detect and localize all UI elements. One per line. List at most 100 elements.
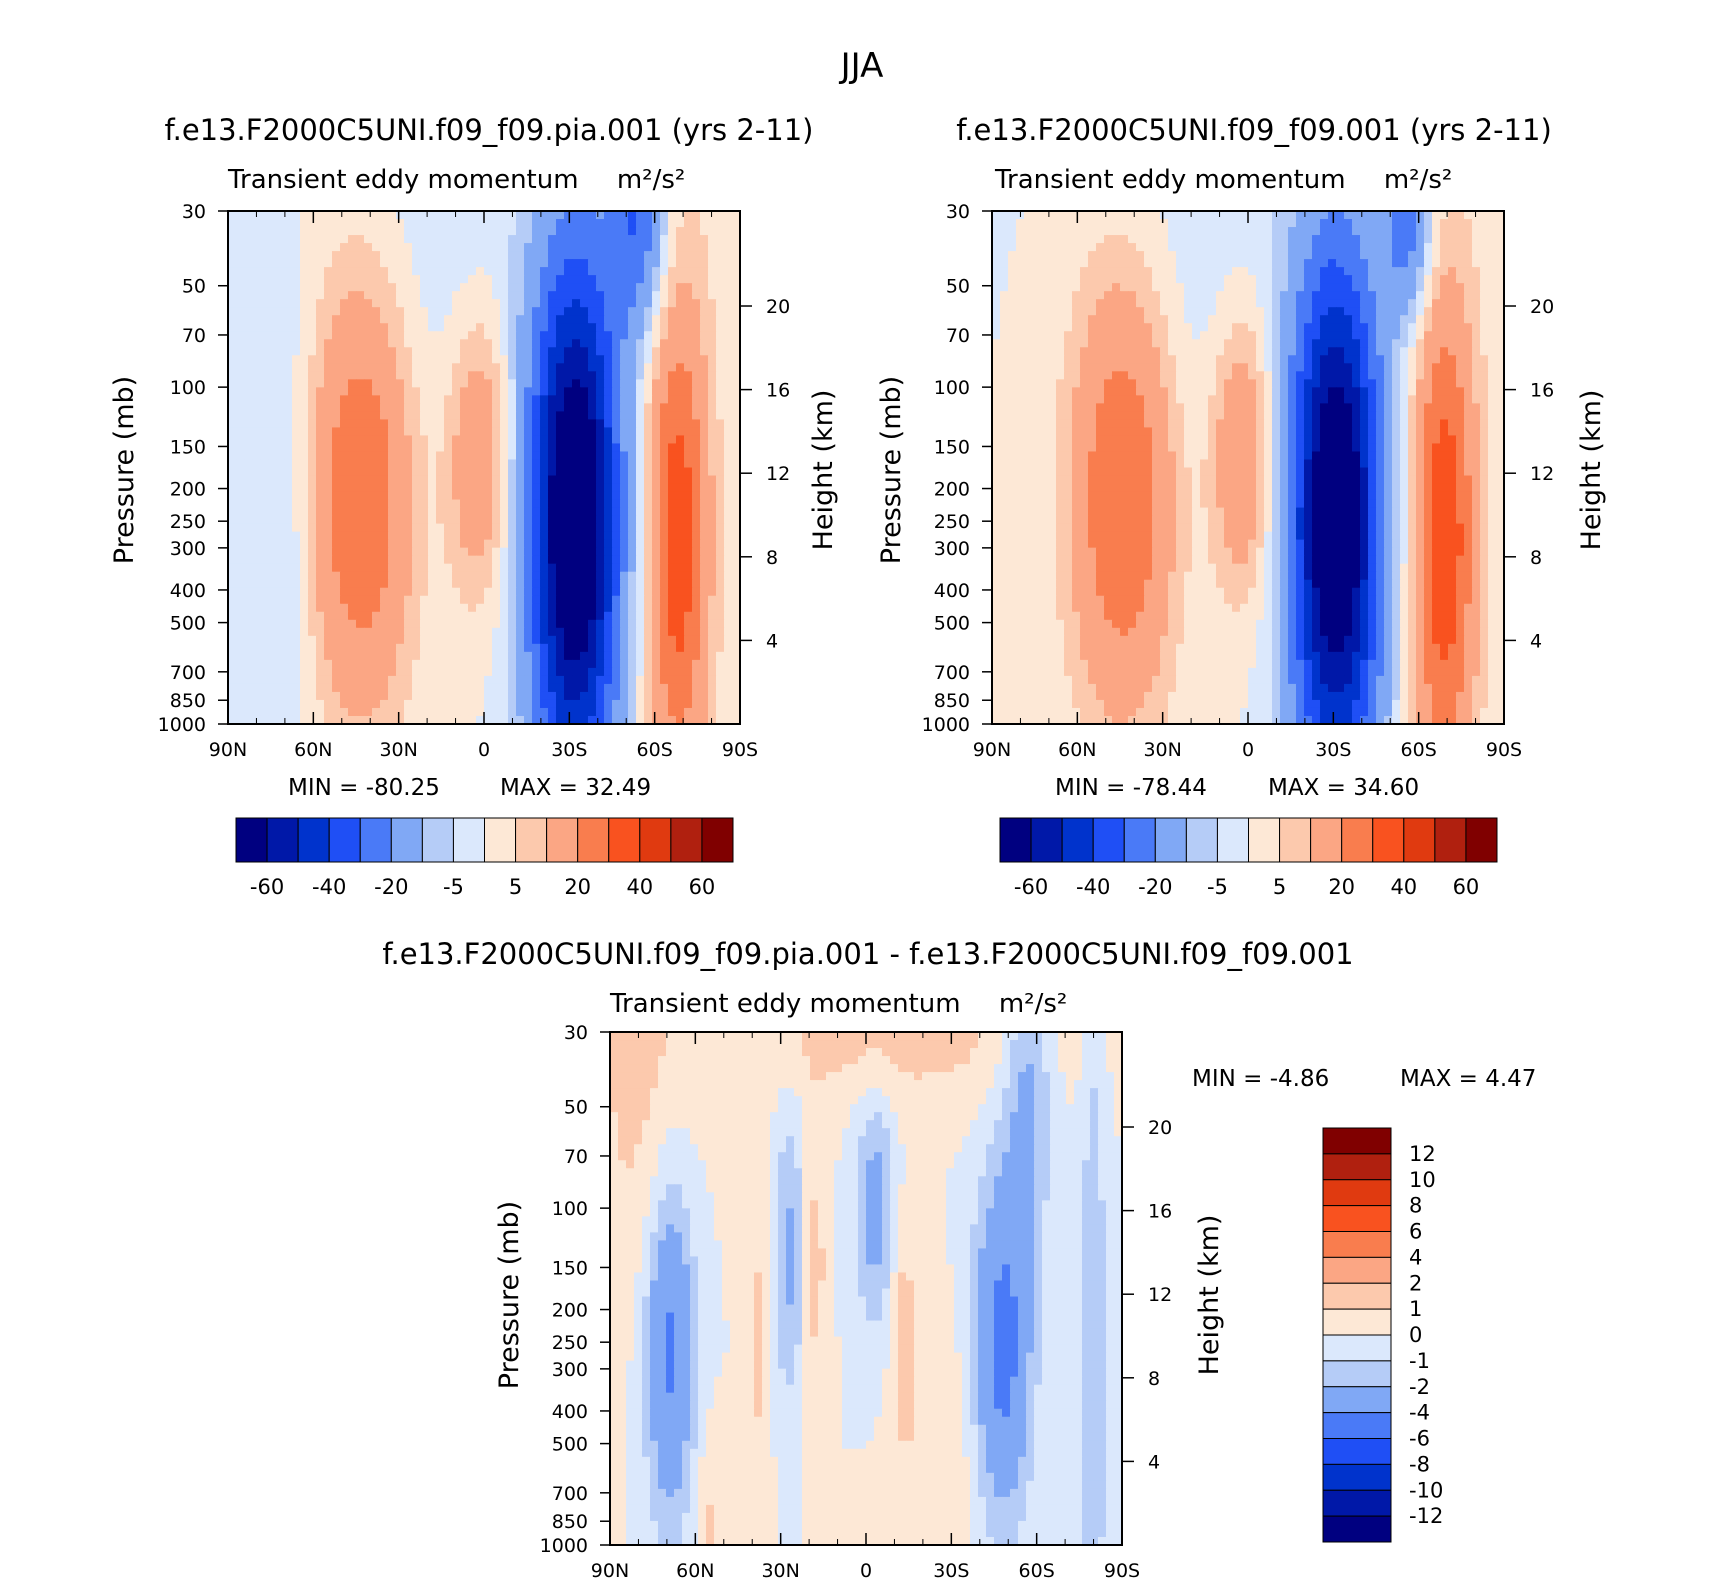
panel-left-cell — [276, 707, 285, 717]
panel-left-cell — [460, 547, 469, 557]
panel-left-cell — [380, 635, 389, 645]
panel-left-cell — [468, 563, 477, 573]
panel-left-cell — [356, 363, 365, 372]
panel-left-cell — [532, 515, 541, 525]
panel-right-cell — [1488, 211, 1497, 220]
panel-right-cell — [1312, 259, 1321, 268]
panel-left-cell — [612, 347, 621, 356]
panel-left-cell — [236, 635, 245, 645]
panel-left-cell — [644, 699, 653, 709]
panel-left-cell — [724, 211, 733, 220]
panel-left-cell — [532, 563, 541, 573]
panel-left-cell — [564, 227, 573, 236]
panel-left-cell — [548, 347, 557, 356]
panel-left-cell — [380, 507, 389, 517]
panel-left-cell — [516, 635, 525, 645]
panel-right-cell — [1128, 211, 1137, 220]
panel-right-cell — [1208, 219, 1217, 228]
panel-left-cell — [684, 515, 693, 525]
panel-left-cell — [412, 587, 421, 597]
panel-left-cell — [372, 659, 381, 669]
panel-left-cell — [612, 483, 621, 493]
panel-left-cell — [596, 235, 605, 244]
panel-left-colorbar-label: -40 — [312, 875, 346, 899]
panel-left-cell — [580, 515, 589, 525]
panel-left-cell — [436, 651, 445, 661]
panel-left-cell — [244, 227, 253, 236]
panel-left-cell — [284, 459, 293, 469]
panel-left-cell — [452, 331, 461, 340]
panel-left-cell — [260, 307, 269, 316]
panel-right-cell — [1192, 283, 1201, 292]
panel-left-cell — [532, 507, 541, 517]
panel-right-cell — [1416, 267, 1425, 276]
panel-left-cell — [476, 683, 485, 693]
panel-left-cell — [476, 483, 485, 493]
panel-right-cell — [1048, 211, 1057, 220]
panel-left-cell — [484, 595, 493, 605]
panel-left-cell — [668, 563, 677, 573]
panel-left-cell — [380, 595, 389, 605]
panel-right-cell — [1104, 299, 1113, 308]
panel-left-cell — [260, 443, 269, 453]
panel-right-cell — [992, 219, 1001, 228]
panel-left-cell — [476, 347, 485, 356]
panel-left-cell — [284, 555, 293, 565]
panel-left-cell — [588, 307, 597, 316]
panel-right-cell — [1344, 299, 1353, 308]
panel-right-cell — [1096, 227, 1105, 236]
panel-left-cell — [356, 315, 365, 324]
panel-left-cell — [348, 267, 357, 276]
panel-left-cell — [700, 483, 709, 493]
panel-left-cell — [468, 691, 477, 701]
panel-right-cell — [1032, 259, 1041, 268]
panel-right-cell — [1256, 275, 1265, 284]
panel-left-cell — [228, 339, 237, 348]
panel-left-cell — [532, 475, 541, 485]
panel-left-cell — [372, 443, 381, 453]
panel-left-cell — [556, 371, 565, 380]
panel-left-cell — [284, 251, 293, 260]
panel-right-cell — [1440, 259, 1449, 268]
panel-left-cell — [676, 275, 685, 284]
panel-left-cell — [468, 355, 477, 364]
panel-left-cell — [348, 675, 357, 685]
panel-left-cell — [372, 419, 381, 429]
panel-right-cell — [1464, 267, 1473, 276]
panel-left-cell — [492, 443, 501, 453]
panel-left-cell — [484, 435, 493, 445]
panel-right-cell — [1384, 243, 1393, 252]
panel-left-cell — [420, 427, 429, 437]
panel-left-cell — [548, 243, 557, 252]
panel-left-cell — [732, 307, 741, 316]
panel-left-cell — [252, 395, 261, 404]
panel-left-cell — [452, 587, 461, 597]
panel-left-cell — [692, 347, 701, 356]
panel-left-cell — [484, 523, 493, 533]
panel-left-cell — [300, 699, 309, 709]
panel-left-cell — [228, 507, 237, 517]
panel-left-cell — [484, 587, 493, 597]
panel-left-cell — [668, 331, 677, 340]
panel-left-cell — [580, 323, 589, 332]
panel-left-cell — [436, 587, 445, 597]
panel-left-cell — [404, 683, 413, 693]
panel-left-cell — [684, 355, 693, 364]
panel-left-cell — [444, 659, 453, 669]
panel-left-cell — [516, 707, 525, 717]
panel-left-cell — [532, 603, 541, 613]
panel-right-cell — [1216, 211, 1225, 220]
panel-left-cell — [636, 227, 645, 236]
panel-left-cell — [300, 451, 309, 461]
panel-left-cell — [708, 427, 717, 437]
panel-left-cell — [468, 451, 477, 461]
panel-left-cell — [276, 211, 285, 220]
panel-left-cell — [428, 691, 437, 701]
panel-left-cell — [492, 403, 501, 412]
panel-left-cell — [452, 251, 461, 260]
panel-left-cell — [708, 331, 717, 340]
panel-right-cell — [1152, 243, 1161, 252]
panel-left-cell — [588, 459, 597, 469]
panel-right-cell — [1112, 243, 1121, 252]
panel-left-cell — [548, 659, 557, 669]
